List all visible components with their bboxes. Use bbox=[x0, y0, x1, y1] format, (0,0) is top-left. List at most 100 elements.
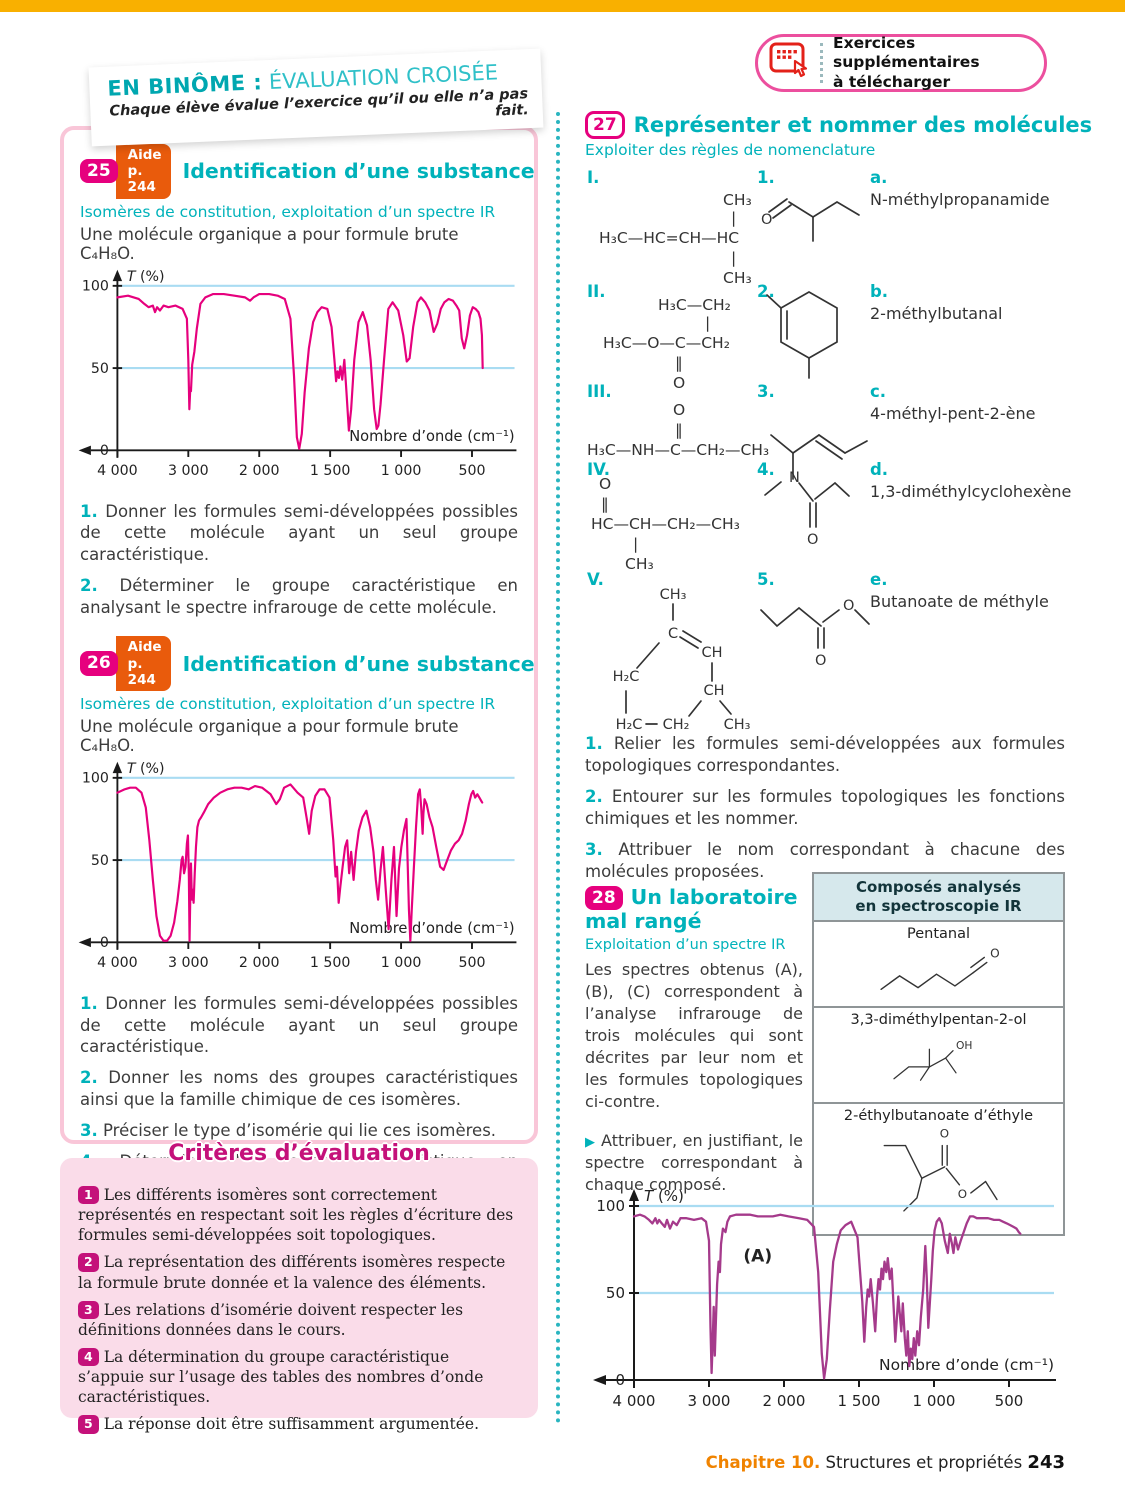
x-axis-label: Nombre d’onde (cm⁻¹) bbox=[349, 427, 514, 444]
exercise-26-question: 1. Donner les formules semi-développées … bbox=[80, 993, 518, 1058]
spectrum-curve bbox=[116, 292, 484, 450]
x-tick-label: 4 000 bbox=[97, 955, 138, 971]
criteria-text: La réponse doit être suffisamment argume… bbox=[103, 1415, 480, 1434]
y-axis-label: T (%) bbox=[127, 761, 165, 777]
name-label: b. bbox=[870, 282, 889, 301]
exercise-27-question: 2. Entourer sur les formules topologique… bbox=[585, 786, 1065, 830]
formula-text: H₃C—O—C—CH₂ bbox=[603, 334, 730, 352]
oxygen-atom: O bbox=[957, 1186, 966, 1200]
formula-text: H₃C—HC=CH—HC bbox=[599, 229, 740, 247]
y-axis-arrow bbox=[629, 1189, 639, 1201]
download-badge-line2: à télécharger bbox=[833, 72, 951, 91]
exercise-27-subtitle: Exploiter des règles de nomenclature bbox=[585, 141, 876, 159]
bond: | bbox=[633, 535, 639, 553]
x-axis-arrow bbox=[78, 937, 91, 948]
criteria-item: 1 Les différents isomères sont correcteme… bbox=[78, 1185, 520, 1245]
exercise-25-title: Identification d’une substance bbox=[182, 159, 535, 184]
exercise-26-title: Identification d’une substance bbox=[182, 651, 535, 676]
formula-text: CH₃ bbox=[724, 717, 751, 733]
criteria-text: Les relations d’isomérie doivent respect… bbox=[78, 1300, 464, 1339]
x-axis-arrow bbox=[593, 1375, 606, 1385]
molecule-name: 1,3-diméthylcyclohexène bbox=[870, 482, 1072, 501]
exercise-26-header: 26 Aide p. 244 Identification d’une subs… bbox=[80, 636, 535, 691]
question-number: 1. bbox=[585, 734, 603, 753]
y-axis-label-unit: (%) bbox=[653, 1187, 684, 1205]
roman-label: V. bbox=[587, 570, 604, 589]
formula-text: CH₃ bbox=[723, 191, 752, 209]
task-text: Attribuer, en justifiant, le spectre cor… bbox=[585, 1130, 804, 1194]
criteria-text: La détermination du groupe caractéristiq… bbox=[78, 1347, 484, 1407]
formula-text: CH₃ bbox=[660, 587, 687, 603]
spectrum-curve bbox=[632, 1213, 1022, 1380]
y-axis-label-unit: (%) bbox=[136, 761, 165, 777]
formula-III: O ‖ H₃C—NH—C—CH₂—CH₃ bbox=[587, 402, 787, 485]
y-tick-label: 0 bbox=[100, 443, 109, 459]
formula-I: CH₃ | H₃C—HC=CH—HC | CH₃ bbox=[599, 191, 759, 289]
molecule-name: N-méthylpropanamide bbox=[870, 190, 1050, 209]
question-text: Attribuer le nom correspondant à chacune… bbox=[585, 840, 1065, 881]
exercise-26-intro: Une molécule organique a pour formule br… bbox=[80, 716, 459, 755]
footer-chapter: Chapitre 10. bbox=[705, 1453, 821, 1472]
x-tick-label: 1 500 bbox=[310, 955, 351, 971]
exercise-28: 28 Un laboratoire mal rangé Exploitation… bbox=[585, 886, 803, 1196]
nitrogen-atom: N bbox=[789, 470, 800, 486]
question-number: 3. bbox=[585, 840, 603, 859]
download-badge: Exercices supplémentaires à télécharger bbox=[755, 34, 1047, 92]
formula-text: HC—CH—CH₂—CH₃ bbox=[591, 515, 740, 533]
compound-cell-dimethylpentanol: 3,3-diméthylpentan-2-ol OH bbox=[814, 1008, 1063, 1104]
question-number: 2. bbox=[585, 787, 603, 806]
compound-name: 3,3-diméthylpentan-2-ol bbox=[850, 1011, 1027, 1028]
formula-text: H₂C bbox=[613, 669, 640, 685]
topo-structure-1: O bbox=[761, 198, 860, 242]
double-bond: ‖ bbox=[675, 354, 683, 372]
question-text: Préciser le type d’isomérie qui lie ces … bbox=[103, 1120, 497, 1140]
compounds-table-header: Composés analysés en spectroscopie IR bbox=[814, 874, 1063, 922]
criteria-number-badge: 4 bbox=[78, 1347, 99, 1367]
double-bond: ‖ bbox=[601, 495, 609, 513]
criteria-number-badge: 5 bbox=[78, 1415, 99, 1434]
oxygen-atom: O bbox=[939, 1126, 948, 1140]
exercise-25-question: 1. Donner les formules semi-développées … bbox=[80, 501, 518, 566]
binome-lead: EN BINÔME : bbox=[106, 70, 263, 101]
topo-label: 2. bbox=[757, 282, 775, 301]
x-tick-label: 2 000 bbox=[763, 1392, 806, 1410]
x-tick-label: 3 000 bbox=[168, 955, 209, 971]
y-tick-label: 100 bbox=[596, 1197, 625, 1215]
criteria-box: Critères d’évaluation 1 Les différents is… bbox=[60, 1141, 538, 1434]
y-tick-label: 50 bbox=[91, 853, 109, 869]
spectrum-curve bbox=[116, 783, 484, 942]
exercise-27-question: 1. Relier les formules semi-développées … bbox=[585, 733, 1065, 777]
roman-label: II. bbox=[587, 282, 606, 301]
x-tick-label: 1 500 bbox=[838, 1392, 881, 1410]
exercise-25-intro: Une molécule organique a pour formule br… bbox=[80, 224, 459, 263]
question-number: 1. bbox=[80, 993, 98, 1013]
topo-label: 5. bbox=[757, 570, 775, 589]
y-axis-label-symbol: T bbox=[127, 761, 137, 777]
exercise-26-aide-badge: Aide p. 244 bbox=[115, 636, 171, 691]
exercise-28-subtitle: Exploitation d’un spectre IR bbox=[585, 936, 786, 953]
molecule-name: 2-méthylbutanal bbox=[870, 304, 1003, 323]
question-number: 3. bbox=[80, 1120, 98, 1140]
exercise-25-aide-badge: Aide p. 244 bbox=[115, 144, 171, 199]
molecule-name: 4-méthyl-pent-2-ène bbox=[870, 404, 1036, 423]
criteria-text: La représentation des différents isomère… bbox=[78, 1253, 506, 1292]
x-tick-label: 1 000 bbox=[381, 463, 422, 479]
exercise-25-question: 2. Déterminer le groupe caractéristique … bbox=[80, 575, 518, 619]
topo-structure-2 bbox=[766, 291, 838, 379]
exercise-28-body: Les spectres obtenus (A), (B), (C) corre… bbox=[585, 959, 803, 1112]
question-number: 1. bbox=[80, 501, 98, 521]
criteria-item: 5 La réponse doit être suffisamment argum… bbox=[78, 1414, 520, 1434]
question-number: 2. bbox=[80, 1068, 98, 1088]
task-arrow-icon: ▶ bbox=[585, 1134, 596, 1150]
formula-text: H₃C—CH₂ bbox=[658, 296, 731, 314]
ethylbutanoate-structure: O O bbox=[883, 1126, 998, 1212]
formula-text: CH₃ bbox=[625, 555, 654, 573]
topo-structure-3 bbox=[770, 434, 868, 480]
x-tick-label: 1 000 bbox=[381, 955, 422, 971]
question-text: Donner les formules semi-développées pos… bbox=[80, 993, 518, 1057]
roman-label: IV. bbox=[587, 460, 611, 479]
x-tick-label: 1 500 bbox=[310, 463, 351, 479]
formula-IV: O ‖ HC—CH—CH₂—CH₃ | CH₃ bbox=[591, 476, 771, 577]
table-header-line2: en spectroscopie IR bbox=[855, 896, 1022, 915]
